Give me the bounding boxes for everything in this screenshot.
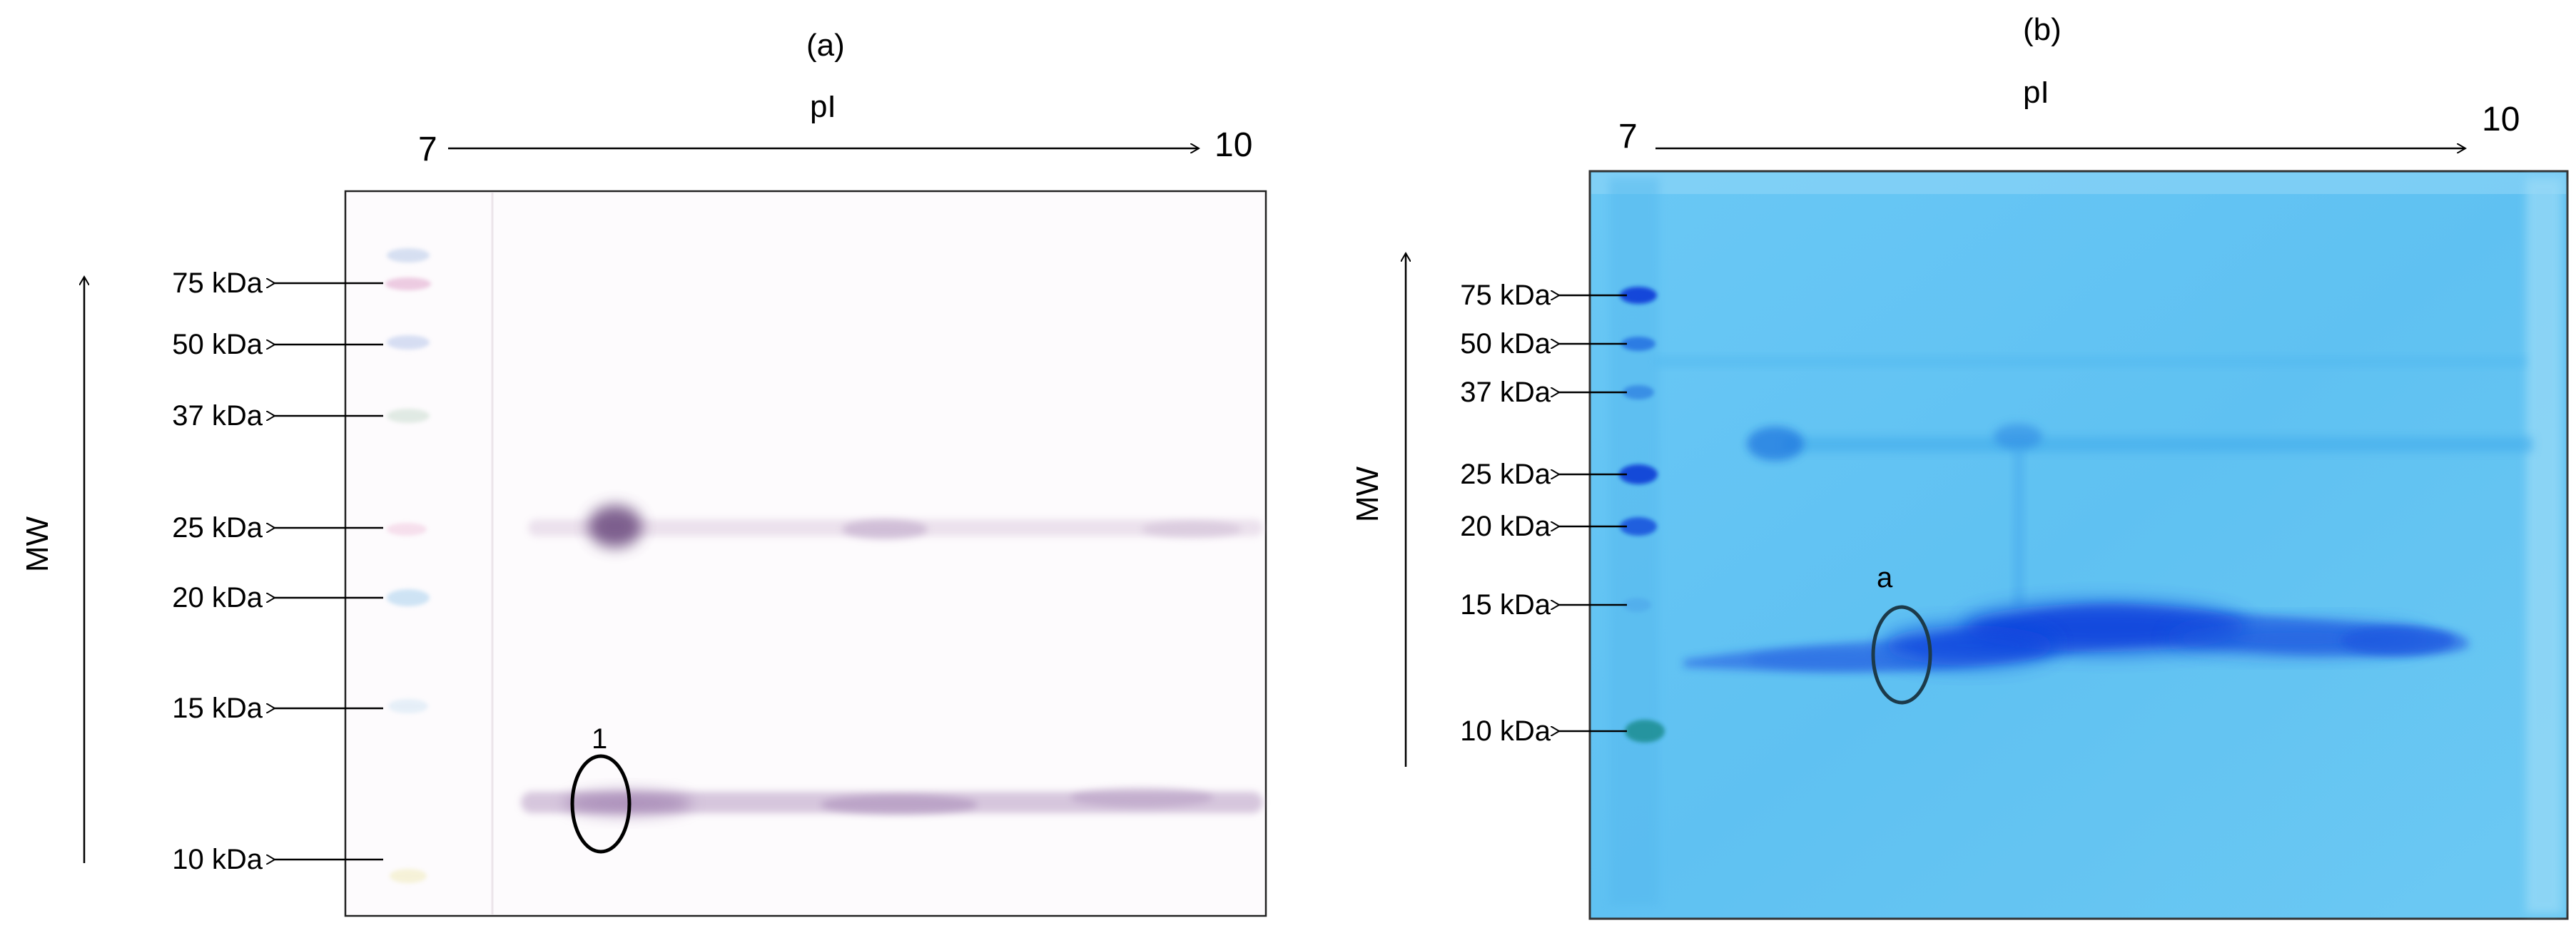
gel-a-marker-arrows xyxy=(275,283,383,860)
marker-label: 75 kDa xyxy=(1460,280,1551,311)
gel-b-faint-streaks xyxy=(1655,357,2533,606)
marker-label: 10 kDa xyxy=(1460,715,1551,747)
marker-label: 15 kDa xyxy=(172,693,263,724)
ph-start-label: 7 xyxy=(1618,118,1638,156)
panel-label: (b) xyxy=(2023,12,2062,47)
mw-axis-label: MW xyxy=(1350,466,1386,523)
marker-label: 75 kDa xyxy=(172,267,263,299)
panel-label: (a) xyxy=(806,28,845,63)
marker-label: 50 kDa xyxy=(172,329,263,360)
marker-label: 25 kDa xyxy=(1460,459,1551,490)
gel-b-background xyxy=(1588,170,2569,920)
ph-start-label: 7 xyxy=(418,131,437,168)
spot-a-oval xyxy=(1871,605,1932,705)
marker-label: 20 kDa xyxy=(172,582,263,613)
ph-end-label: 10 xyxy=(1215,126,1253,164)
marker-label: 15 kDa xyxy=(1460,589,1551,621)
marker-label: 20 kDa xyxy=(1460,511,1551,542)
gel-panel-a: (a) pI 7 10 MW 75 kDa 50 kDa 37 kDa 25 k… xyxy=(0,0,1284,938)
marker-label: 37 kDa xyxy=(1460,377,1551,408)
gel-b-marker-arrows xyxy=(1559,295,1627,731)
marker-label: 37 kDa xyxy=(172,400,263,432)
spot-a-label: a xyxy=(1877,562,1893,593)
pi-axis-label: pI xyxy=(810,89,836,124)
pi-axis-label: pI xyxy=(2023,75,2049,110)
mw-axis-label: MW xyxy=(20,516,56,573)
gel-a-ladder-lane xyxy=(385,193,494,914)
marker-label: 10 kDa xyxy=(172,844,263,875)
gel-panel-b: (b) pI 7 10 MW 75 kDa 50 kDa 37 kDa 25 k… xyxy=(1284,0,2576,938)
gel-a-band-low xyxy=(521,787,1263,816)
gel-b-ladder-lane xyxy=(1619,287,1665,743)
marker-label: 25 kDa xyxy=(172,512,263,544)
gel-a-graphics xyxy=(0,0,1267,917)
spot-1-label: 1 xyxy=(592,723,608,755)
ph-end-label: 10 xyxy=(2482,101,2520,138)
spot-1-oval xyxy=(570,754,632,854)
gel-b-main-band xyxy=(1684,603,2469,673)
gel-b-graphics xyxy=(1284,0,2569,920)
gel-a-band-25kda xyxy=(528,505,1263,548)
marker-label: 50 kDa xyxy=(1460,328,1551,360)
